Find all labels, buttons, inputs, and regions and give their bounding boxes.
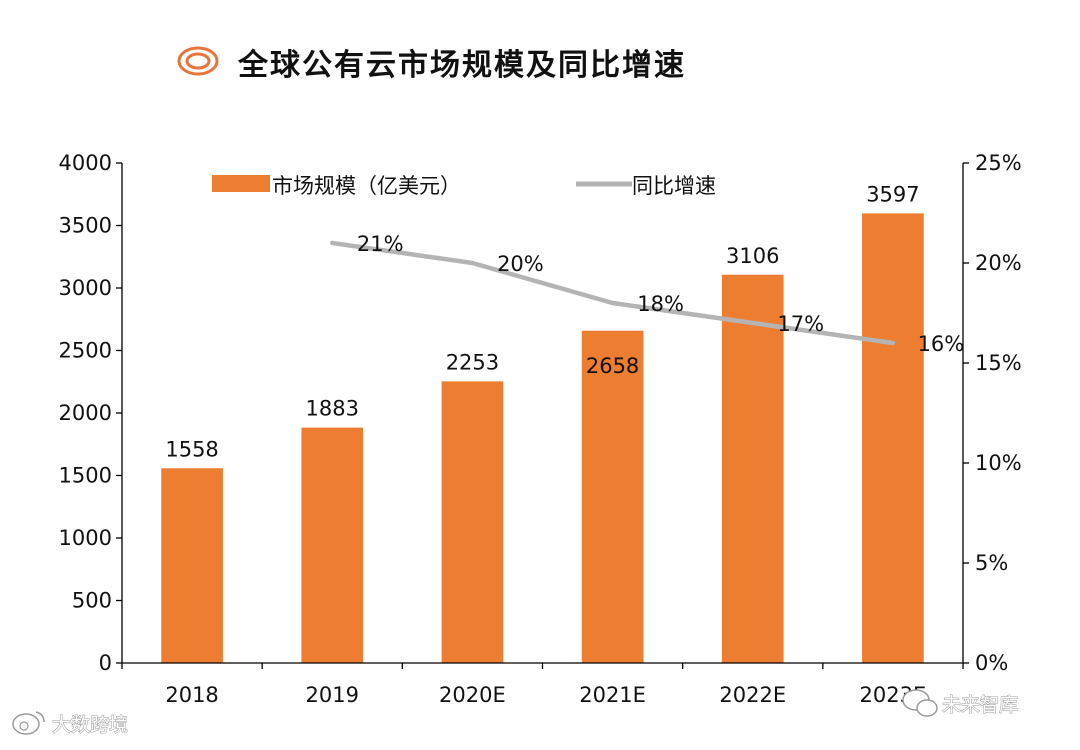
x-tick-label: 2022E: [719, 683, 786, 707]
y-left-tick-label: 2000: [59, 401, 112, 425]
line-value-label: 16%: [918, 332, 965, 356]
line-value-label: 20%: [497, 252, 544, 276]
growth-rate-line: [330, 240, 896, 346]
y-right-tick-label: 10%: [975, 451, 1022, 475]
x-tick-label: 2021E: [579, 683, 646, 707]
watermark-left: 大数跨境: [52, 714, 128, 736]
x-tick-label: 2019: [306, 683, 359, 707]
bar-2023E: [862, 213, 924, 663]
chart-title: 全球公有云市场规模及同比增速: [238, 48, 686, 83]
y-right-tick-label: 20%: [975, 251, 1022, 275]
bar-2019: [301, 427, 364, 663]
y-right-tick-label: 15%: [975, 351, 1022, 375]
line-value-label: 21%: [357, 232, 404, 256]
legend-bar-label: 市场规模（亿美元）: [272, 174, 461, 198]
bar-value-label: 2658: [586, 354, 639, 378]
line-value-label: 18%: [637, 292, 684, 316]
y-left-tick-label: 500: [72, 589, 112, 613]
y-left-tick-label: 1500: [59, 464, 112, 488]
x-tick-label: 2020E: [439, 683, 506, 707]
y-left-tick-label: 3000: [59, 276, 112, 300]
bar-value-label: 1883: [306, 397, 359, 421]
y-right-tick-label: 5%: [975, 551, 1008, 575]
y-left-tick-label: 1000: [59, 526, 112, 550]
bar-value-label: 2253: [446, 350, 499, 374]
bar-value-label: 1558: [165, 437, 218, 461]
y-left-tick-label: 2500: [59, 339, 112, 363]
bar-2022E: [721, 274, 784, 663]
legend-bar-swatch: [212, 175, 270, 192]
bar-2018: [161, 468, 223, 663]
bar-value-label: 3597: [866, 182, 919, 206]
line-value-label: 17%: [777, 312, 824, 336]
y-right-tick-label: 0%: [975, 651, 1008, 675]
y-left-tick-label: 3500: [59, 214, 112, 238]
legend-line-label: 同比增速: [632, 174, 716, 198]
y-left-tick-label: 4000: [59, 151, 112, 175]
bar-2021E: [581, 330, 644, 663]
y-right-tick-label: 25%: [975, 151, 1022, 175]
bar-2020E: [441, 381, 504, 663]
x-tick-label: 2018: [165, 683, 218, 707]
y-left-tick-label: 0: [99, 651, 112, 675]
concentric-circles-icon: [177, 46, 219, 76]
weibo-icon: [12, 711, 45, 735]
wechat-icon: [902, 689, 938, 717]
watermark-right: 未来智库: [942, 694, 1018, 716]
bar-value-label: 3106: [726, 244, 779, 268]
